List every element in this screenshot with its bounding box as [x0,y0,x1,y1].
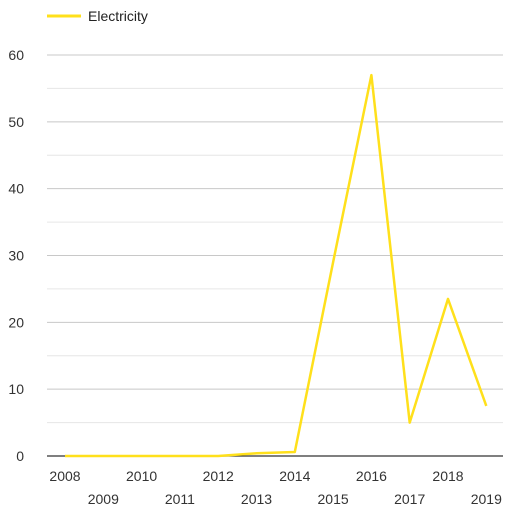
data-point [178,454,182,458]
x-tick-label: 2010 [126,468,157,484]
data-point [216,454,220,458]
x-tick-label: 2008 [49,468,80,484]
grid [47,54,503,424]
y-tick-label: 60 [8,47,24,63]
x-tick-label: 2018 [432,468,463,484]
y-tick-label: 0 [16,448,24,464]
data-point [408,421,412,425]
legend-label-electricity: Electricity [88,8,148,24]
y-tick-label: 10 [8,381,24,397]
x-tick-label: 2016 [356,468,387,484]
x-tick-label: 2009 [88,491,119,507]
y-tick-label: 30 [8,248,24,264]
data-point [255,451,259,455]
x-tick-label: 2019 [471,491,502,507]
x-axis: 2008 2009 2010 2011 2012 2013 2014 2015 2016 2017… [49,468,502,507]
x-tick-label: 2017 [394,491,425,507]
x-tick-label: 2015 [318,491,349,507]
series-line-electricity [65,73,488,458]
y-tick-label: 40 [8,181,24,197]
data-point [484,404,488,408]
x-tick-label: 2011 [165,491,195,507]
x-tick-label: 2014 [279,468,310,484]
data-point [331,260,335,264]
data-point [369,73,373,77]
data-point [140,454,144,458]
y-tick-label: 20 [8,314,24,330]
x-tick-label: 2013 [241,491,272,507]
y-tick-label: 50 [8,114,24,130]
x-tick-label: 2012 [203,468,234,484]
y-axis: 0 10 20 30 40 50 60 [8,47,24,464]
data-point [293,450,297,454]
data-point [63,454,67,458]
legend: Electricity [47,8,148,24]
series-layer [63,73,488,458]
data-point [446,297,450,301]
data-point [101,454,105,458]
